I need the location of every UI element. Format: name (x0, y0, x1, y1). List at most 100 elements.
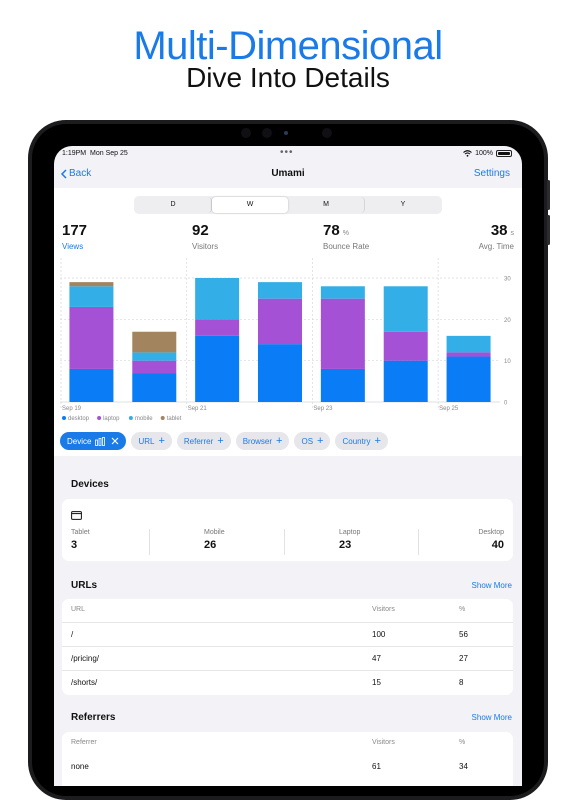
range-option-month[interactable]: M (288, 197, 365, 213)
cell-percent: 34 (459, 762, 468, 771)
bar-segment-laptop (446, 352, 491, 357)
range-option-year[interactable]: Y (400, 201, 406, 208)
filter-chip-country[interactable]: Country + (335, 432, 388, 450)
filter-chip-device[interactable]: Device (60, 432, 127, 450)
cell-visitors: 15 (372, 678, 381, 687)
device-label: Mobile (204, 529, 225, 536)
urls-table: URL Visitors % / 100 56 /pricing/ 47 27 … (62, 599, 513, 695)
filter-chip-label: Referrer (183, 436, 214, 446)
bar-segment-mobile (446, 335, 491, 353)
bar-segment-laptop (195, 319, 240, 336)
legend-label-tablet: tablet (167, 416, 182, 422)
device-value: 23 (339, 539, 352, 551)
legend-label-mobile: mobile (135, 416, 153, 422)
filter-chip-referrer[interactable]: Referrer + (176, 432, 231, 450)
filter-chip-label: OS (301, 436, 314, 446)
device-label: Desktop (478, 529, 504, 536)
bar-segment-desktop (69, 368, 114, 402)
device-value: 3 (71, 539, 78, 551)
metric-value: 38 (490, 222, 508, 239)
cell-percent: 27 (459, 654, 468, 663)
bar-segment-desktop (258, 344, 302, 402)
status-time: 1:19PM Mon Sep 25 (62, 150, 128, 157)
legend-swatch-mobile (128, 416, 133, 420)
close-icon[interactable] (111, 437, 119, 445)
y-tick-label: 10 (504, 359, 511, 365)
cell-visitors: 47 (372, 654, 381, 663)
multitask-dots-icon[interactable]: ••• (280, 147, 294, 158)
back-button[interactable]: Back (60, 168, 91, 179)
filter-chip-label: Country (342, 436, 371, 446)
back-label: Back (69, 168, 92, 179)
range-option-day[interactable]: D (135, 197, 212, 213)
filter-chip-browser[interactable]: Browser + (235, 432, 290, 450)
nav-bar: Back Umami Settings (54, 162, 522, 188)
legend-label-laptop: laptop (103, 416, 120, 422)
x-tick-label: Sep 21 (188, 406, 208, 412)
bar-segment-tablet (69, 282, 114, 287)
cell-percent: 8 (459, 678, 464, 687)
metric-bounce-rate[interactable]: 78% Bounce Rate (323, 222, 369, 251)
table-row[interactable]: none 61 34 (62, 755, 513, 779)
views-chart: 0 10 20 30 Sep 19 Sep 21 Sep 23 Sep 25 desktop la… (60, 258, 511, 422)
plus-icon: + (317, 435, 324, 447)
range-option-week[interactable]: W (212, 197, 288, 213)
metric-visitors[interactable]: 92 Visitors (192, 222, 218, 251)
metric-value: 78 (323, 222, 340, 239)
bar-segment-mobile (69, 286, 114, 307)
range-picker: D W M Y (134, 196, 442, 214)
plus-icon: + (374, 435, 381, 447)
metric-unit: s (510, 230, 515, 237)
bar-segment-tablet (132, 331, 177, 353)
volume-button (547, 215, 550, 245)
legend-label-desktop: desktop (68, 416, 90, 422)
referrers-show-more-button[interactable]: Show More (471, 713, 512, 722)
device-desktop: Desktop 40 (478, 529, 504, 551)
metric-unit: % (342, 230, 349, 237)
bar-segment-desktop (195, 335, 240, 402)
status-bar: 1:19PM Mon Sep 25 ••• 100% (54, 146, 522, 162)
device-value: 26 (204, 539, 217, 551)
table-row[interactable]: / 100 56 (62, 622, 513, 646)
tablet-icon (71, 511, 82, 520)
overview-panel: D W M Y 177 Views 92 Visitors 78% Bounce… (54, 188, 522, 456)
plus-icon: + (276, 435, 283, 447)
x-tick-label: Sep 23 (313, 406, 333, 412)
filter-chip-url[interactable]: URL + (131, 432, 172, 450)
referrers-table: Referrer Visitors % none 61 34 (62, 732, 513, 786)
marketing-headline: Multi-Dimensional (133, 24, 443, 68)
table-row[interactable]: /pricing/ 47 27 (62, 646, 513, 670)
app-screen: 1:19PM Mon Sep 25 ••• 100% Back Umami Se… (54, 146, 522, 786)
bar-chart-icon (95, 436, 106, 446)
bar-segment-mobile (195, 278, 240, 320)
metric-views[interactable]: 177 Views (62, 222, 87, 251)
table-row[interactable]: /shorts/ 15 8 (62, 670, 513, 694)
bar-segment-laptop (69, 306, 114, 369)
metric-avg-time[interactable]: 38 s Avg. Time (479, 222, 514, 251)
cell-url: /shorts/ (71, 678, 98, 687)
section-title-urls: URLs (71, 580, 98, 591)
legend-swatch-laptop (97, 416, 102, 420)
filter-chip-label: Device (67, 436, 92, 446)
settings-button[interactable]: Settings (473, 168, 510, 179)
divider (284, 529, 285, 555)
cell-percent: 56 (459, 630, 468, 639)
filter-chips: Device URL + Referrer + Browser + OS + Count… (60, 432, 388, 450)
urls-show-more-button[interactable]: Show More (471, 581, 512, 590)
filter-chip-os[interactable]: OS + (294, 432, 331, 450)
column-header-visitors: Visitors (372, 739, 395, 746)
y-tick-label: 20 (504, 318, 511, 324)
bar-segment-mobile (258, 282, 302, 299)
device-label: Laptop (339, 529, 361, 536)
plus-icon: + (217, 435, 224, 447)
y-tick-label: 30 (504, 277, 511, 283)
filter-chip-label: URL (138, 436, 155, 446)
devices-card: Tablet 3 Mobile 26 Laptop 23 Desktop 40 (62, 499, 513, 561)
bar-segment-desktop (132, 373, 177, 402)
wifi-icon (463, 150, 472, 157)
device-laptop: Laptop 23 (339, 529, 360, 551)
bar-segment-mobile (132, 352, 177, 361)
marketing-subline: Dive Into Details (186, 62, 390, 93)
cell-visitors: 61 (372, 762, 381, 771)
filter-chip-label: Browser (242, 436, 273, 446)
